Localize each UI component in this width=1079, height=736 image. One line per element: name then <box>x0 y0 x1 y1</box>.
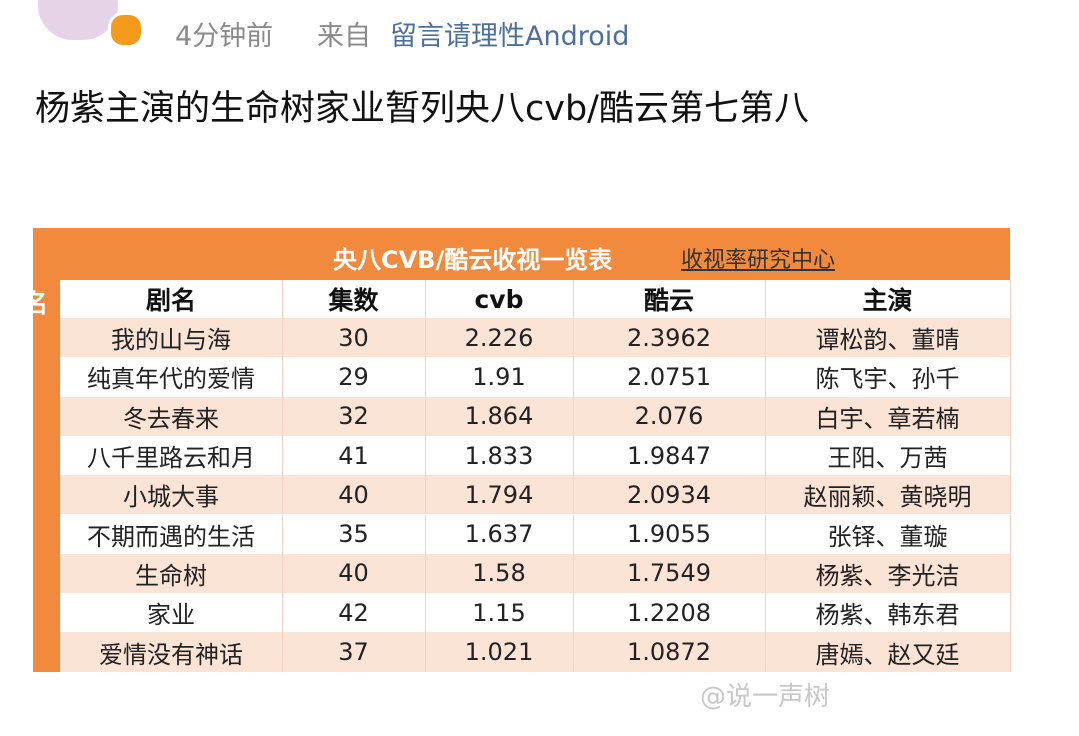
table-cell: 1.58 <box>425 553 574 594</box>
table-cell: 37 <box>282 632 426 672</box>
table-row <box>60 553 1010 594</box>
table-row <box>60 475 1010 515</box>
post-time: 4分钟前 <box>175 21 274 52</box>
table-cell: 40 <box>282 553 426 594</box>
table-cell: 30 <box>282 318 426 358</box>
table-cell: 41 <box>282 435 426 476</box>
table-cell: 1.021 <box>425 632 574 672</box>
table-cell: 赵丽颖、黄晓明 <box>765 475 1011 515</box>
table-image[interactable]: 央八CVB/酷云收视一览表 收视率研究中心 名 剧名 集数 cvb 酷云 主演我的山与海… <box>23 228 1011 672</box>
table-cell: 1.2208 <box>573 593 766 633</box>
table-cell: 35 <box>282 514 426 554</box>
table-cell: 2.0934 <box>573 475 766 515</box>
column-header: 集数 <box>282 280 426 318</box>
table-cell: 杨紫、韩东君 <box>765 593 1011 633</box>
avatar[interactable] <box>38 0 118 40</box>
table-cell: 陈飞宇、孙千 <box>765 357 1011 397</box>
post-text: 杨紫主演的生命树家业暂列央八cvb/酷云第七第八 <box>35 89 809 129</box>
table-cell: 唐嫣、赵又廷 <box>765 632 1011 672</box>
table-cell: 1.637 <box>425 514 574 554</box>
column-header: 酷云 <box>573 280 766 318</box>
table-cell: 32 <box>282 396 426 436</box>
table-cell: 2.076 <box>573 396 766 436</box>
table-cell: 2.0751 <box>573 357 766 397</box>
table-cell: 42 <box>282 593 426 633</box>
post-source[interactable]: 留言请理性Android <box>390 21 630 52</box>
table-cell: 爱情没有神话 <box>60 632 283 672</box>
table-row <box>60 318 1010 358</box>
table-cell: 1.864 <box>425 396 574 436</box>
table-credit: 收视率研究中心 <box>681 248 836 273</box>
table-cell: 1.91 <box>425 357 574 397</box>
table-cell: 40 <box>282 475 426 515</box>
table-cell: 1.0872 <box>573 632 766 672</box>
table-cell: 白宇、章若楠 <box>765 396 1011 436</box>
table-cell: 1.9055 <box>573 514 766 554</box>
table-cell: 纯真年代的爱情 <box>60 357 283 397</box>
table-row <box>60 357 1010 397</box>
table-row <box>60 632 1010 672</box>
verified-badge <box>108 12 144 48</box>
table-cell: 家业 <box>60 593 283 633</box>
table-cell: 冬去春来 <box>60 396 283 436</box>
table-title-bar <box>33 228 1010 280</box>
table-cell: 八千里路云和月 <box>60 435 283 476</box>
table-cell: 小城大事 <box>60 475 283 515</box>
table-cell: 2.3962 <box>573 318 766 358</box>
table-cell: 我的山与海 <box>60 318 283 358</box>
left-strip <box>33 280 60 672</box>
table-cell: 1.833 <box>425 435 574 476</box>
column-header: 主演 <box>765 280 1011 318</box>
table-row <box>60 435 1010 476</box>
from-label: 来自 <box>317 21 371 52</box>
table-cell: 1.15 <box>425 593 574 633</box>
table-cell: 1.9847 <box>573 435 766 476</box>
table-cell: 生命树 <box>60 553 283 594</box>
table-cell: 谭松韵、董晴 <box>765 318 1011 358</box>
column-header: 剧名 <box>60 280 283 318</box>
table-cell: 杨紫、李光洁 <box>765 553 1011 594</box>
table-row <box>60 514 1010 554</box>
table-row <box>60 396 1010 436</box>
table-cell: 1.794 <box>425 475 574 515</box>
table-cell: 王阳、万茜 <box>765 435 1011 476</box>
cut-column-header: 名 <box>23 289 49 318</box>
table-cell: 1.7549 <box>573 553 766 594</box>
table-cell: 不期而遇的生活 <box>60 514 283 554</box>
table-row <box>60 593 1010 633</box>
table-cell: 张铎、董璇 <box>765 514 1011 554</box>
table-cell: 2.226 <box>425 318 574 358</box>
watermark: @说一声树 <box>700 682 831 712</box>
table-cell: 29 <box>282 357 426 397</box>
table-title: 央八CVB/酷云收视一览表 <box>333 246 613 274</box>
column-header: cvb <box>425 280 574 318</box>
